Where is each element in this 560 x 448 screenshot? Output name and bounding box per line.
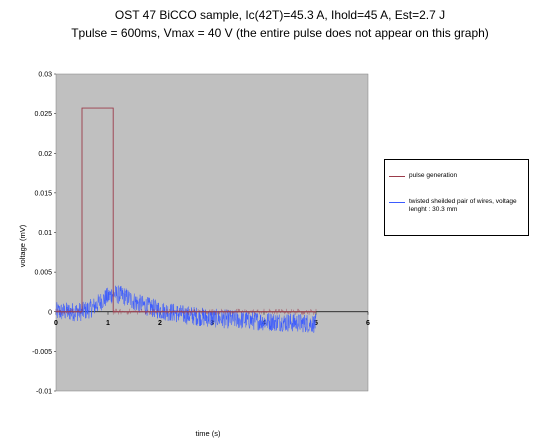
y-tick-label: 0.005	[34, 270, 52, 277]
y-tick-label: 0.03	[38, 72, 52, 79]
legend-swatch-pulse	[389, 176, 405, 177]
x-axis-label: time (s)	[196, 429, 222, 438]
legend-swatch-wires	[389, 202, 405, 203]
y-tick-label: 0.015	[34, 190, 52, 197]
series-group	[55, 107, 317, 334]
legend-label-pulse: pulse generation	[409, 172, 458, 179]
y-tick-label: 0	[48, 309, 52, 316]
chart-title-line-1: OST 47 BiCCO sample, Ic(42T)=45.3 A, Iho…	[114, 8, 446, 22]
y-tick-label: -0.01	[36, 389, 52, 396]
x-tick-label: 5	[314, 320, 318, 327]
y-tick-label: 0.02	[38, 151, 52, 158]
series-line-wires	[55, 285, 317, 334]
legend: pulse generation twisted sheilded pair o…	[384, 159, 529, 236]
y-tick-label: 0.025	[34, 111, 52, 118]
y-tick-label: -0.005	[32, 349, 52, 356]
y-tick-label: 0.01	[38, 230, 52, 237]
y-axis-label: voltage (mV)	[18, 224, 27, 267]
plot-area	[55, 73, 369, 392]
x-tick-label: 0	[54, 320, 58, 327]
x-tick-label: 6	[366, 320, 370, 327]
legend-label-wires: twisted sheilded pair of wires, voltage …	[409, 198, 517, 213]
x-tick-label: 2	[158, 320, 162, 327]
series-pulse-noise	[55, 308, 317, 315]
x-tick-label: 1	[106, 320, 110, 327]
chart-title-line-2: Tpulse = 600ms, Vmax = 40 V (the entire …	[71, 26, 489, 40]
y-axis: 0.03 0.025 0.02 0.015 0.01 0.005 0 -0.005 -0.01	[32, 72, 56, 396]
